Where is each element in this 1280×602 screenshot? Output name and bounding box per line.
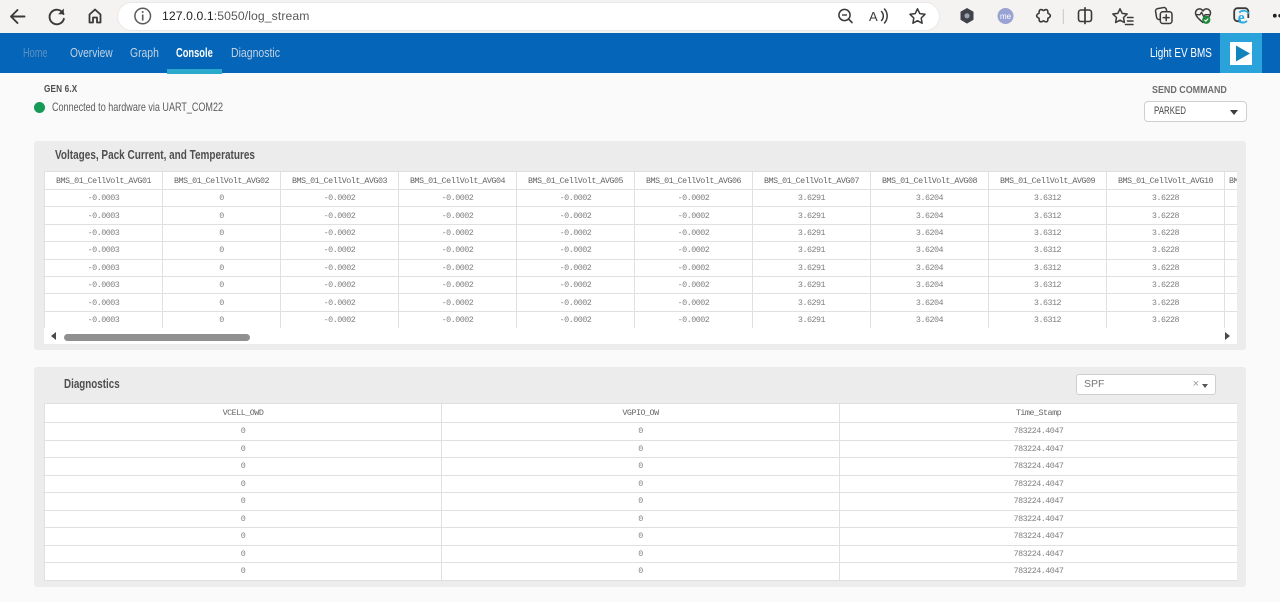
svg-text:e: e: [1238, 9, 1245, 26]
svg-text:me: me: [1000, 12, 1012, 21]
svg-text:A: A: [869, 9, 878, 24]
